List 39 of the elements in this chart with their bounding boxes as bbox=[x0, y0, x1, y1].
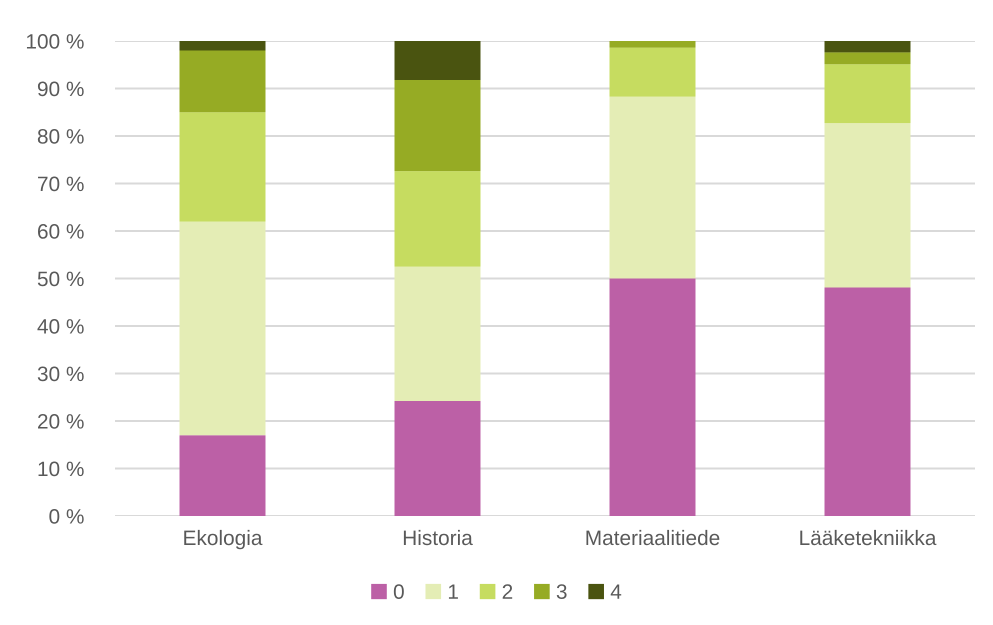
y-tick-label: 70 % bbox=[38, 176, 84, 192]
y-tick-label: 100 % bbox=[26, 34, 84, 49]
bar bbox=[394, 80, 480, 172]
bar bbox=[180, 112, 266, 222]
y-tick-label: 0 % bbox=[49, 509, 84, 524]
y-tick-label: 40 % bbox=[37, 319, 84, 334]
bar bbox=[180, 435, 266, 516]
x-tick-label: Lääketekniikka bbox=[800, 530, 936, 546]
bar bbox=[180, 222, 266, 436]
bar bbox=[610, 278, 696, 516]
bar bbox=[394, 41, 480, 80]
y-tick-label: 50 % bbox=[38, 272, 84, 286]
bar bbox=[824, 41, 910, 52]
legend-label: 2 bbox=[502, 584, 512, 599]
x-tick-label: Ekologia bbox=[184, 530, 262, 550]
y-tick-label: 80 % bbox=[38, 129, 84, 144]
legend-label: 4 bbox=[610, 584, 622, 599]
bar bbox=[824, 123, 910, 288]
bar bbox=[824, 64, 910, 124]
y-tick-label: 60 % bbox=[38, 224, 84, 239]
bar bbox=[394, 171, 480, 267]
bar bbox=[610, 96, 696, 278]
bar bbox=[610, 48, 696, 97]
bar bbox=[394, 401, 480, 516]
bar bbox=[610, 41, 696, 48]
bar bbox=[394, 266, 480, 402]
bar bbox=[824, 288, 910, 516]
y-tick-label: 20 % bbox=[38, 414, 84, 429]
bar bbox=[824, 52, 910, 64]
y-tick-label: 10 % bbox=[38, 462, 84, 476]
legend-label: 1 bbox=[448, 584, 458, 599]
y-tick-label: 90 % bbox=[38, 82, 84, 96]
x-tick-label: Materiaalitiede bbox=[586, 530, 720, 546]
legend-label: 0 bbox=[394, 584, 404, 600]
y-tick-label: 30 % bbox=[38, 366, 84, 382]
x-tick-label: Historia bbox=[404, 530, 473, 546]
bar bbox=[180, 41, 266, 50]
legend-label: 3 bbox=[556, 584, 567, 600]
bar bbox=[180, 50, 266, 112]
